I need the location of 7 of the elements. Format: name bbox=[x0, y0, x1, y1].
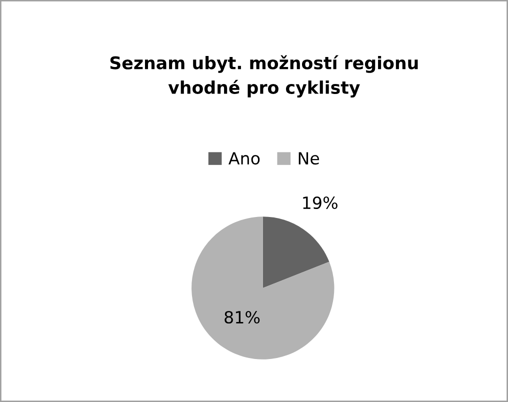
pie-slice bbox=[262, 216, 330, 288]
chart-title: Seznam ubyt. možností regionu vhodné pro cyklisty bbox=[110, 55, 418, 98]
data-label: 19% bbox=[303, 196, 338, 210]
legend-label: Ano bbox=[228, 152, 260, 165]
data-label: 81% bbox=[224, 310, 260, 324]
pie-slice bbox=[192, 216, 334, 360]
legend-label: Ne bbox=[298, 152, 320, 165]
